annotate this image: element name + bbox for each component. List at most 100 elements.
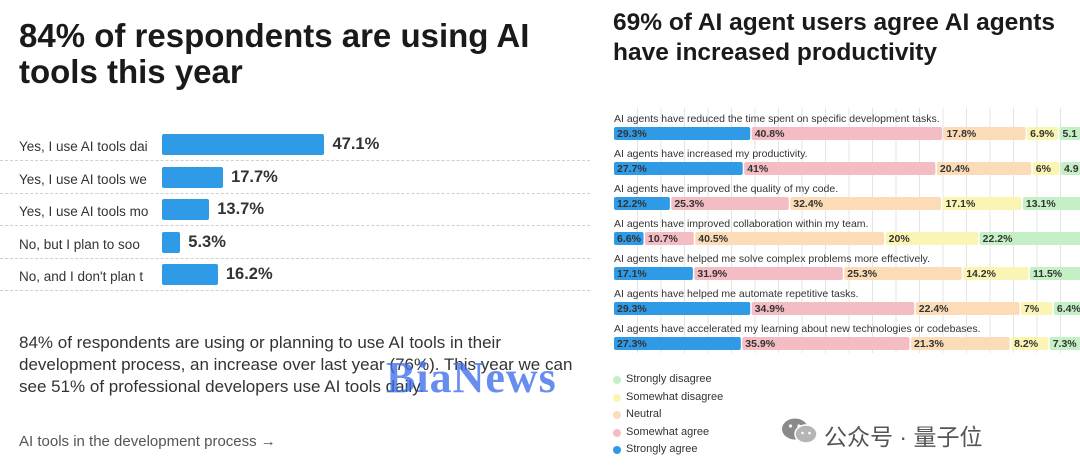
segment-value-label: 21.3%	[914, 338, 944, 350]
segment-value-label: 31.9%	[697, 268, 727, 280]
stacked-segment	[979, 232, 1080, 245]
segment-value-label: 40.5%	[698, 233, 728, 245]
segment-value-label: 17.1%	[617, 268, 647, 280]
stacked-segment	[614, 337, 741, 350]
segment-value-label: 34.9%	[755, 303, 785, 315]
wechat-icon	[782, 418, 818, 444]
legend-swatch	[613, 446, 621, 454]
stacked-segment	[911, 337, 1010, 350]
stacked-segment	[844, 267, 962, 280]
bar-category-label: No, and I don't plan t	[19, 269, 144, 284]
segment-value-label: 6.6%	[617, 233, 642, 245]
segment-value-label: 7%	[1024, 303, 1040, 315]
bar-row: Yes, I use AI tools dai 47.1%	[0, 128, 590, 161]
stacked-segment	[1011, 337, 1049, 350]
stacked-segment	[614, 267, 693, 280]
bar-value-label: 16.2%	[225, 265, 273, 283]
segment-value-label: 12.2%	[617, 198, 647, 210]
stacked-segment	[695, 232, 885, 245]
legend-swatch	[613, 411, 621, 419]
statement-label: AI agents have accelerated my learning a…	[614, 323, 981, 335]
left-panel: 84% of respondents are using AI tools th…	[0, 17, 590, 450]
stacked-segment	[751, 302, 915, 315]
segment-value-label: 41%	[747, 163, 769, 175]
stacked-segment	[744, 162, 936, 175]
segment-value-label: 7.3%	[1053, 338, 1078, 350]
wechat-account-text: 公众号 · 量子位	[824, 424, 983, 450]
bar-category-label: No, but I plan to soo	[19, 236, 140, 252]
segment-value-label: 8.2%	[1014, 338, 1039, 350]
stacked-segment	[1060, 162, 1080, 175]
segment-value-label: 29.3%	[617, 303, 647, 315]
stacked-segment	[1029, 267, 1080, 280]
stacked-segment	[742, 337, 910, 350]
stacked-segment	[1022, 197, 1080, 210]
stacked-segment	[671, 197, 789, 210]
statement-label: AI agents have increased my productivity…	[614, 148, 808, 160]
stacked-segment	[1053, 302, 1080, 315]
segment-value-label: 27.7%	[617, 163, 647, 175]
stacked-segment	[943, 127, 1026, 140]
legend-swatch	[613, 393, 621, 402]
right-chart-title: 69% of AI agent users agree AI agents ha…	[613, 9, 1056, 66]
segment-value-label: 13.1%	[1026, 198, 1056, 210]
bar	[162, 199, 210, 220]
legend-label: Neutral	[626, 408, 662, 420]
bar-category-label: Yes, I use AI tools we	[19, 171, 147, 187]
bar-value-label: 5.3%	[188, 232, 226, 251]
bar-row: No, but I plan to soo 5.3%	[0, 226, 590, 259]
segment-value-label: 11.5%	[1033, 268, 1063, 280]
stacked-segment	[942, 197, 1022, 210]
segment-value-label: 35.9%	[745, 338, 775, 350]
stacked-segment	[1021, 302, 1053, 315]
stacked-segment	[614, 127, 751, 140]
segment-value-label: 27.3%	[617, 338, 647, 350]
statement-label: AI agents have reduced the time spent on…	[614, 113, 940, 125]
segment-value-label: 20.4%	[940, 163, 970, 175]
segment-value-label: 6%	[1036, 163, 1052, 175]
bar	[162, 166, 224, 188]
bar-category-label: Yes, I use AI tools mo	[19, 204, 149, 219]
ai-tools-link[interactable]: AI tools in the development process →	[19, 433, 276, 450]
segment-value-label: 4.9	[1064, 163, 1079, 175]
bar	[162, 134, 325, 155]
statement-label: AI agents have improved the quality of m…	[614, 183, 838, 195]
segment-value-label: 17.1%	[946, 198, 976, 210]
right-panel: 69% of AI agent users agree AI agents ha…	[603, 0, 1080, 475]
bar-value-label: 47.1%	[332, 135, 380, 153]
agent-stacked-bar-chart: AI agents have reduced the time spent on…	[614, 108, 1080, 353]
stacked-segment	[963, 267, 1029, 280]
stacked-segment	[1027, 127, 1059, 140]
legend-label: Somewhat agree	[626, 425, 710, 438]
stacked-segment	[936, 162, 1032, 175]
segment-value-label: 20%	[889, 233, 911, 245]
stacked-segment	[694, 267, 843, 280]
segment-value-label: 29.3%	[617, 128, 647, 140]
segment-value-label: 6.4%	[1057, 303, 1080, 315]
legend-swatch	[613, 428, 621, 437]
bar-category-label: Yes, I use AI tools dai	[19, 139, 148, 154]
segment-value-label: 25.3%	[847, 268, 877, 280]
statement-label: AI agents have helped me automate repeti…	[614, 288, 859, 300]
segment-value-label: 22.4%	[919, 303, 949, 315]
stacked-segment	[614, 197, 670, 210]
stacked-segment	[915, 302, 1020, 315]
legend-label: Strongly agree	[626, 443, 698, 455]
left-chart-title: 84% of respondents are using AI tools th…	[19, 17, 530, 90]
stacked-segment	[1059, 127, 1080, 140]
bianews-watermark: BiaNews	[386, 353, 557, 402]
stacked-segment	[614, 162, 743, 175]
stacked-segment	[885, 232, 979, 245]
bar-row: Yes, I use AI tools we 17.7%	[0, 161, 590, 194]
segment-value-label: 14.2%	[966, 268, 996, 280]
segment-value-label: 6.9%	[1030, 128, 1055, 140]
segment-value-label: 25.3%	[674, 198, 704, 210]
legend-label: Somewhat disagree	[626, 390, 724, 403]
left-description: 84% of respondents are using or planning…	[19, 333, 573, 396]
segment-value-label: 40.8%	[755, 128, 785, 140]
stacked-segment	[614, 302, 751, 315]
segment-value-label: 22.2%	[983, 233, 1013, 245]
segment-value-label: 10.7%	[648, 233, 678, 245]
bar-value-label: 17.7%	[231, 167, 278, 186]
bar-row: Yes, I use AI tools mo 13.7%	[0, 193, 590, 226]
